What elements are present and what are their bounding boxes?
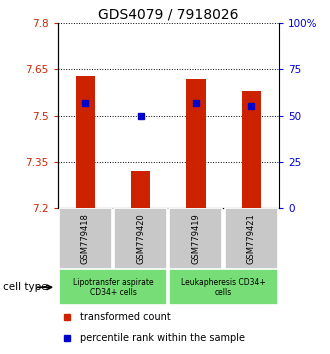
Bar [114, 209, 167, 269]
Text: GSM779420: GSM779420 [136, 213, 145, 264]
Bar [76, 75, 95, 209]
Bar [59, 269, 167, 305]
Text: GSM779419: GSM779419 [191, 213, 200, 264]
Bar [131, 171, 150, 209]
Text: Lipotransfer aspirate
CD34+ cells: Lipotransfer aspirate CD34+ cells [73, 278, 153, 297]
Bar [225, 209, 278, 269]
Text: GSM779421: GSM779421 [247, 213, 256, 264]
Bar [169, 269, 278, 305]
Bar [169, 209, 222, 269]
Bar [186, 79, 206, 209]
Text: transformed count: transformed count [80, 312, 171, 322]
Title: GDS4079 / 7918026: GDS4079 / 7918026 [98, 8, 239, 22]
Text: percentile rank within the sample: percentile rank within the sample [80, 333, 245, 343]
Text: GSM779418: GSM779418 [81, 213, 90, 264]
Text: Leukapheresis CD34+
cells: Leukapheresis CD34+ cells [181, 278, 266, 297]
Text: cell type: cell type [3, 282, 48, 292]
Bar [242, 91, 261, 209]
Bar [59, 209, 112, 269]
